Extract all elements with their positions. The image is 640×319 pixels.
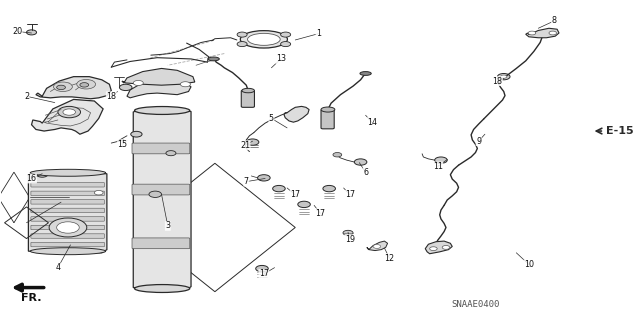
Circle shape bbox=[57, 222, 79, 233]
Text: 18: 18 bbox=[492, 77, 502, 85]
FancyBboxPatch shape bbox=[132, 143, 190, 154]
Text: FR.: FR. bbox=[21, 293, 42, 303]
Text: 14: 14 bbox=[367, 118, 377, 127]
FancyBboxPatch shape bbox=[132, 238, 190, 249]
Text: 15: 15 bbox=[118, 140, 127, 149]
Polygon shape bbox=[367, 241, 388, 250]
Circle shape bbox=[333, 152, 342, 157]
Text: 21: 21 bbox=[240, 141, 250, 150]
Circle shape bbox=[94, 190, 103, 195]
FancyBboxPatch shape bbox=[241, 90, 255, 107]
Circle shape bbox=[435, 157, 447, 163]
Text: E-15: E-15 bbox=[606, 126, 634, 136]
Text: 2: 2 bbox=[24, 92, 29, 101]
Polygon shape bbox=[425, 241, 452, 254]
Text: 17: 17 bbox=[290, 190, 300, 199]
FancyBboxPatch shape bbox=[132, 184, 190, 195]
FancyBboxPatch shape bbox=[321, 109, 334, 129]
Polygon shape bbox=[525, 28, 559, 38]
Circle shape bbox=[58, 106, 81, 118]
Circle shape bbox=[36, 172, 48, 177]
Text: 8: 8 bbox=[552, 17, 557, 26]
Circle shape bbox=[131, 131, 142, 137]
Text: 17: 17 bbox=[345, 190, 355, 199]
Polygon shape bbox=[36, 77, 111, 99]
Circle shape bbox=[355, 159, 367, 165]
Circle shape bbox=[237, 41, 247, 47]
Text: 6: 6 bbox=[363, 168, 368, 177]
Circle shape bbox=[54, 82, 72, 92]
Circle shape bbox=[120, 84, 132, 91]
Circle shape bbox=[246, 139, 259, 145]
Circle shape bbox=[149, 191, 161, 197]
Circle shape bbox=[497, 73, 510, 80]
Text: 10: 10 bbox=[524, 260, 534, 269]
Text: 4: 4 bbox=[56, 263, 60, 272]
Circle shape bbox=[57, 85, 65, 90]
Circle shape bbox=[63, 109, 76, 115]
FancyBboxPatch shape bbox=[31, 225, 104, 230]
Circle shape bbox=[26, 30, 36, 35]
FancyBboxPatch shape bbox=[31, 242, 104, 247]
Circle shape bbox=[429, 247, 437, 250]
Circle shape bbox=[49, 218, 87, 237]
Circle shape bbox=[528, 31, 536, 35]
Text: 17: 17 bbox=[259, 270, 269, 278]
Text: 3: 3 bbox=[165, 221, 170, 230]
Polygon shape bbox=[284, 106, 309, 122]
Circle shape bbox=[166, 151, 176, 156]
Circle shape bbox=[256, 265, 268, 272]
Ellipse shape bbox=[208, 57, 220, 61]
Circle shape bbox=[280, 32, 291, 37]
Text: 5: 5 bbox=[269, 114, 274, 123]
Circle shape bbox=[549, 31, 557, 35]
Text: 1: 1 bbox=[316, 29, 321, 38]
Polygon shape bbox=[122, 69, 195, 85]
Circle shape bbox=[442, 246, 450, 249]
Text: 11: 11 bbox=[433, 162, 443, 171]
Ellipse shape bbox=[134, 285, 190, 293]
Polygon shape bbox=[133, 109, 191, 290]
Ellipse shape bbox=[134, 107, 190, 115]
Circle shape bbox=[373, 245, 381, 249]
Circle shape bbox=[273, 185, 285, 192]
Text: 9: 9 bbox=[476, 137, 481, 146]
Polygon shape bbox=[31, 100, 103, 134]
Circle shape bbox=[323, 185, 335, 192]
Text: 20: 20 bbox=[12, 27, 22, 36]
FancyBboxPatch shape bbox=[31, 208, 104, 213]
FancyBboxPatch shape bbox=[31, 182, 104, 187]
Ellipse shape bbox=[248, 33, 280, 45]
Polygon shape bbox=[127, 80, 191, 98]
Ellipse shape bbox=[321, 107, 335, 112]
Ellipse shape bbox=[242, 88, 255, 93]
Circle shape bbox=[237, 32, 247, 37]
Circle shape bbox=[343, 230, 353, 235]
FancyBboxPatch shape bbox=[31, 234, 104, 238]
Circle shape bbox=[298, 201, 310, 208]
Text: 18: 18 bbox=[106, 92, 116, 101]
Circle shape bbox=[80, 83, 89, 87]
FancyBboxPatch shape bbox=[31, 191, 104, 196]
Circle shape bbox=[133, 80, 143, 85]
Polygon shape bbox=[28, 172, 107, 253]
Circle shape bbox=[500, 75, 507, 78]
Ellipse shape bbox=[30, 248, 106, 255]
Text: 13: 13 bbox=[276, 55, 286, 63]
Ellipse shape bbox=[360, 71, 371, 75]
Ellipse shape bbox=[241, 31, 287, 48]
Text: 7: 7 bbox=[244, 177, 249, 186]
Circle shape bbox=[280, 41, 291, 47]
Circle shape bbox=[77, 79, 95, 89]
Text: 12: 12 bbox=[385, 254, 394, 263]
Text: 19: 19 bbox=[345, 235, 355, 244]
Text: 16: 16 bbox=[26, 174, 36, 183]
Circle shape bbox=[257, 175, 270, 181]
Circle shape bbox=[180, 82, 191, 87]
Text: SNAAE0400: SNAAE0400 bbox=[451, 300, 500, 309]
FancyBboxPatch shape bbox=[31, 200, 104, 204]
FancyBboxPatch shape bbox=[31, 217, 104, 221]
Text: 17: 17 bbox=[316, 209, 326, 218]
Ellipse shape bbox=[30, 169, 106, 176]
